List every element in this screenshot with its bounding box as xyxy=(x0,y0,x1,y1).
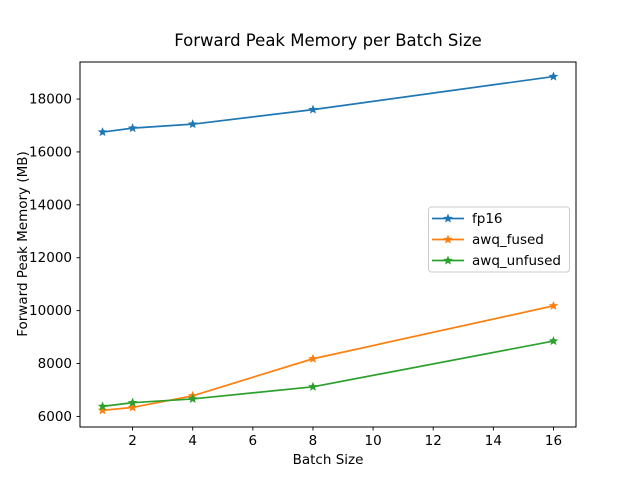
data-point-marker-awq_fused xyxy=(127,402,138,412)
y-axis-tick-label: 10000 xyxy=(29,303,72,319)
series-line-fp16 xyxy=(101,75,555,133)
y-axis-tick-label: 18000 xyxy=(29,92,72,108)
y-axis-tick-label: 16000 xyxy=(29,144,72,160)
axes-frame xyxy=(79,61,577,428)
legend-label-awq_unfused: awq_unfused xyxy=(472,253,561,269)
legend-item-awq_fused: awq_fused xyxy=(432,232,544,248)
legend-sample-marker xyxy=(443,234,453,244)
x-axis-tick-label: 14 xyxy=(485,433,502,449)
data-point-marker-awq_fused xyxy=(97,405,108,415)
x-axis-tick-label: 8 xyxy=(309,433,318,449)
y-axis-tick-label: 14000 xyxy=(29,197,72,213)
plot-area: 2 4 6 8 10 12 14 16 6000 8000 10000 12000 14000 16000… xyxy=(29,61,577,449)
x-axis-label: Batch Size xyxy=(293,452,364,468)
data-point-marker-awq_unfused xyxy=(127,397,138,407)
data-point-marker-fp16 xyxy=(548,71,559,81)
x-axis-tick-label: 10 xyxy=(364,433,381,449)
data-point-marker-awq_unfused xyxy=(308,381,318,391)
data-point-marker-awq_fused xyxy=(548,300,559,310)
data-point-marker-awq_fused xyxy=(308,353,318,363)
legend: fp16 awq_fused awq_unfused xyxy=(428,206,570,273)
x-axis-tick-label: 2 xyxy=(128,433,137,449)
legend-sample-marker xyxy=(443,213,453,223)
legend-label-fp16: fp16 xyxy=(472,211,503,227)
chart-title: Forward Peak Memory per Batch Size xyxy=(174,31,482,50)
legend-sample-marker xyxy=(443,255,453,265)
data-point-marker-awq_unfused xyxy=(548,336,559,346)
y-axis-label: Forward Peak Memory (MB) xyxy=(15,151,31,337)
data-point-marker-fp16 xyxy=(308,104,318,114)
data-point-marker-fp16 xyxy=(127,123,138,133)
legend-item-fp16: fp16 xyxy=(432,211,503,227)
y-axis-tick-label: 8000 xyxy=(38,356,72,372)
data-point-marker-fp16 xyxy=(97,127,108,137)
series-line-awq_unfused xyxy=(101,340,555,408)
data-point-marker-fp16 xyxy=(187,119,198,129)
data-point-marker-awq_unfused xyxy=(97,401,108,411)
data-point-marker-awq_unfused xyxy=(187,393,198,404)
legend-item-awq_unfused: awq_unfused xyxy=(432,253,561,269)
legend-box xyxy=(428,206,570,273)
x-axis-tick-label: 12 xyxy=(425,433,442,449)
y-axis-tick-label: 6000 xyxy=(38,409,72,425)
x-axis-tick-label: 6 xyxy=(249,433,258,449)
legend-label-awq_fused: awq_fused xyxy=(472,232,544,248)
series-line-awq_fused xyxy=(101,305,555,412)
y-axis-tick-label: 12000 xyxy=(29,250,72,266)
x-axis-tick-label: 4 xyxy=(188,433,197,449)
x-axis-tick-label: 16 xyxy=(545,433,562,449)
